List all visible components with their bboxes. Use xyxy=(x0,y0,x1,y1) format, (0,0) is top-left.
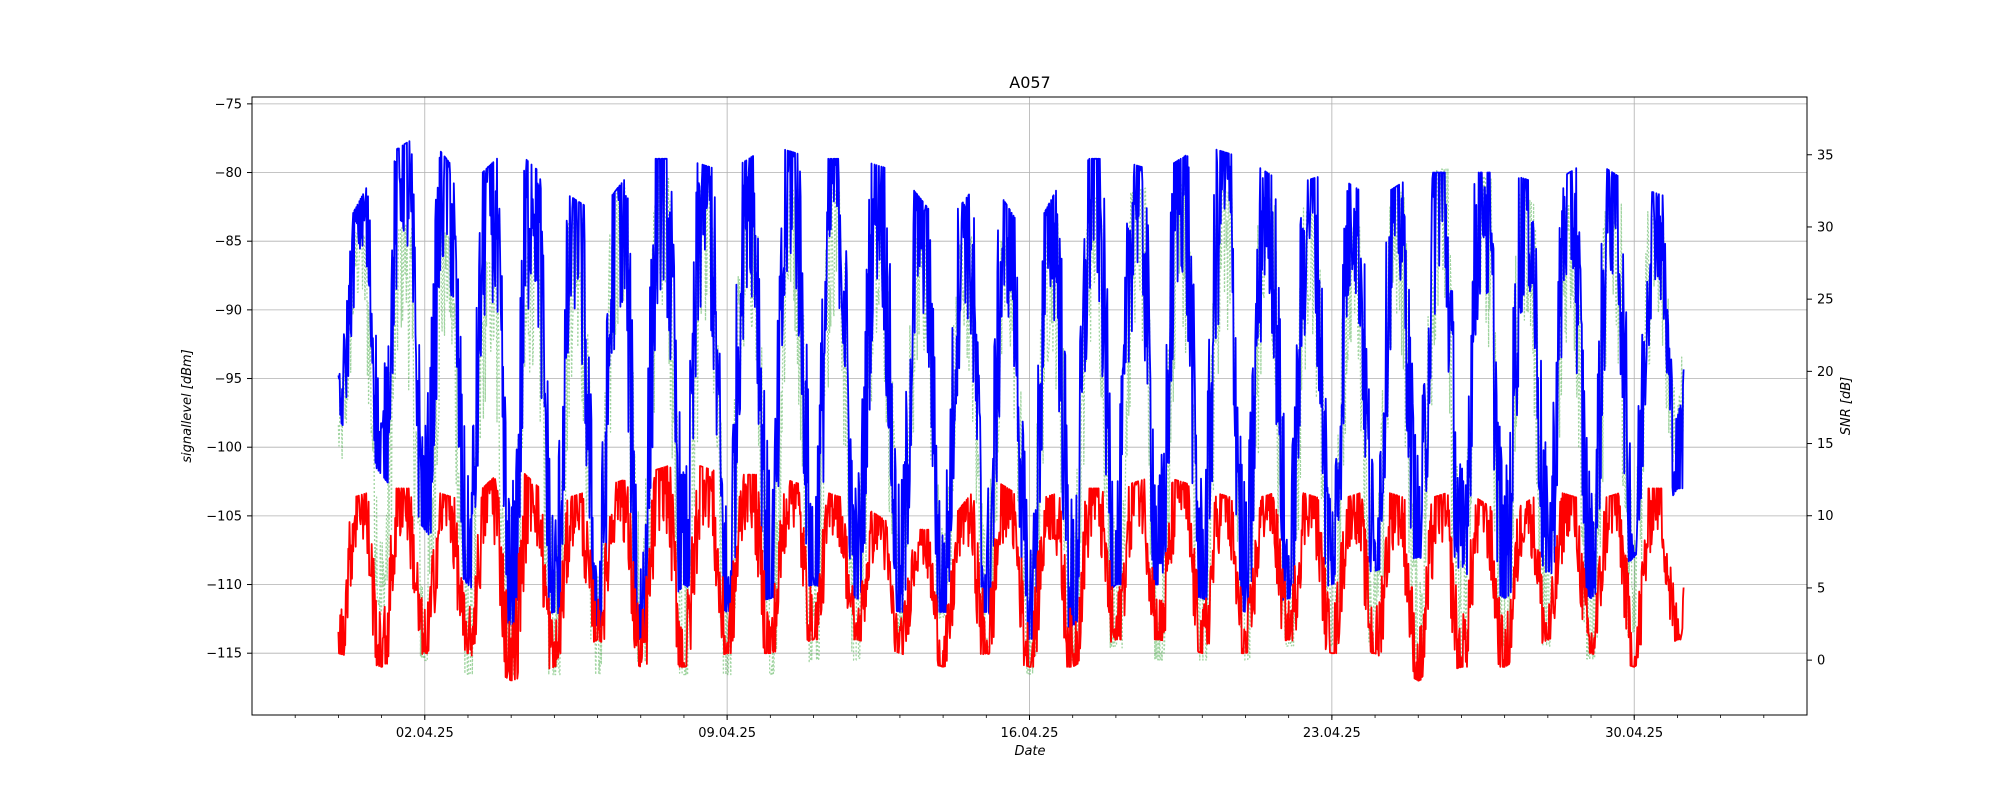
y-tick-label: −85 xyxy=(215,235,242,250)
noise-level-series xyxy=(337,465,1685,682)
y-tick-label: −115 xyxy=(206,647,242,662)
y2-tick-label: 10 xyxy=(1817,509,1834,524)
signal-level-series xyxy=(337,140,1685,641)
y2-tick-label: 15 xyxy=(1817,437,1834,452)
y-tick-label: −80 xyxy=(215,166,242,181)
x-tick-label: 02.04.25 xyxy=(396,726,454,741)
y2-tick-label: 25 xyxy=(1817,293,1834,308)
y2-tick-label: 20 xyxy=(1817,365,1834,380)
x-tick-label: 09.04.25 xyxy=(698,726,756,741)
x-tick-label: 30.04.25 xyxy=(1605,726,1663,741)
y-tick-label: −75 xyxy=(215,97,242,112)
y2-tick-label: 5 xyxy=(1817,581,1825,596)
y2-tick-label: 30 xyxy=(1817,220,1834,235)
y-tick-label: −105 xyxy=(206,509,242,524)
right-y-axis-label: SNR [dB] xyxy=(1839,377,1854,435)
x-tick-label: 23.04.25 xyxy=(1303,726,1361,741)
plot-area xyxy=(337,140,1685,682)
y-tick-label: −100 xyxy=(206,441,242,456)
x-axis-label: Date xyxy=(1014,744,1045,759)
y-axis-label: signallevel [dBm] xyxy=(180,349,195,462)
chart-title: A057 xyxy=(1009,73,1050,92)
x-tick-label: 16.04.25 xyxy=(1001,726,1059,741)
y2-tick-label: 0 xyxy=(1817,654,1825,669)
y-tick-label: −110 xyxy=(206,578,242,593)
axes: −75 −80 −85 −90 −95 −100 −105 −110 −115 35 30 25 20 1… xyxy=(206,97,1833,741)
y2-tick-label: 35 xyxy=(1817,148,1834,163)
y-tick-label: −95 xyxy=(215,372,242,387)
y-tick-label: −90 xyxy=(215,303,242,318)
